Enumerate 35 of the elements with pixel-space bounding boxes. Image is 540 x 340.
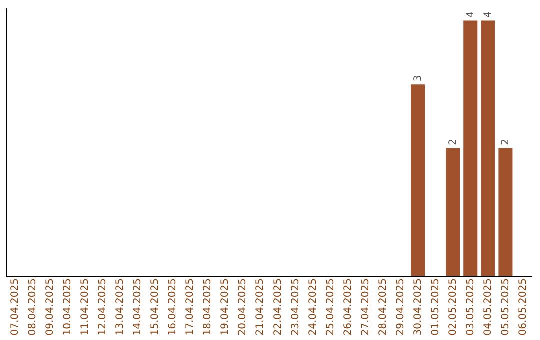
x-tick-label: 15.04.2025 [150, 278, 162, 336]
x-tick-label: 27.04.2025 [360, 278, 372, 336]
x-tick-label: 21.04.2025 [255, 278, 266, 336]
x-tick-label: 09.04.2025 [44, 278, 56, 336]
x-tick-label: 07.04.2025 [10, 278, 21, 336]
x-tick-label: 26.04.2025 [342, 278, 354, 336]
x-tick-label: 01.05.2025 [430, 278, 442, 336]
data-label: 2 [500, 139, 512, 146]
x-tick-label: 04.05.2025 [483, 278, 494, 336]
x-tick-label: 28.04.2025 [378, 278, 389, 336]
x-tick-label: 08.04.2025 [27, 278, 38, 336]
data-label: 4 [483, 11, 494, 18]
x-tick-label: 03.05.2025 [466, 278, 477, 336]
x-tick-label: 16.04.2025 [168, 278, 179, 336]
x-tick-label: 19.04.2025 [220, 278, 232, 336]
x-tick-label: 29.04.2025 [396, 278, 406, 336]
x-tick-label: 22.04.2025 [272, 278, 284, 336]
x-tick-label: 18.04.2025 [202, 278, 214, 336]
x-tick-label: 12.04.2025 [97, 278, 108, 336]
x-tick-label: 23.04.2025 [290, 278, 302, 336]
x-tick-label: 30.04.2025 [413, 278, 424, 336]
x-tick-label: 02.05.2025 [448, 278, 460, 336]
data-label: 4 [466, 11, 477, 18]
data-label: 3 [413, 75, 424, 82]
x-tick-label: 10.04.2025 [62, 278, 74, 336]
x-tick-label: 13.04.2025 [114, 278, 126, 336]
x-tick-label: 11.04.2025 [80, 278, 91, 336]
x-tick-label: 05.05.2025 [500, 278, 512, 336]
data-label: 2 [448, 139, 460, 146]
x-tick-label: 24.04.2025 [308, 278, 319, 336]
x-tick-label: 17.04.2025 [185, 278, 196, 336]
x-tick-label: 06.05.2025 [518, 278, 530, 336]
x-tick-label: 14.04.2025 [132, 278, 144, 336]
x-tick-label: 25.04.2025 [325, 278, 336, 336]
x-tick-label: 20.04.2025 [238, 278, 249, 336]
